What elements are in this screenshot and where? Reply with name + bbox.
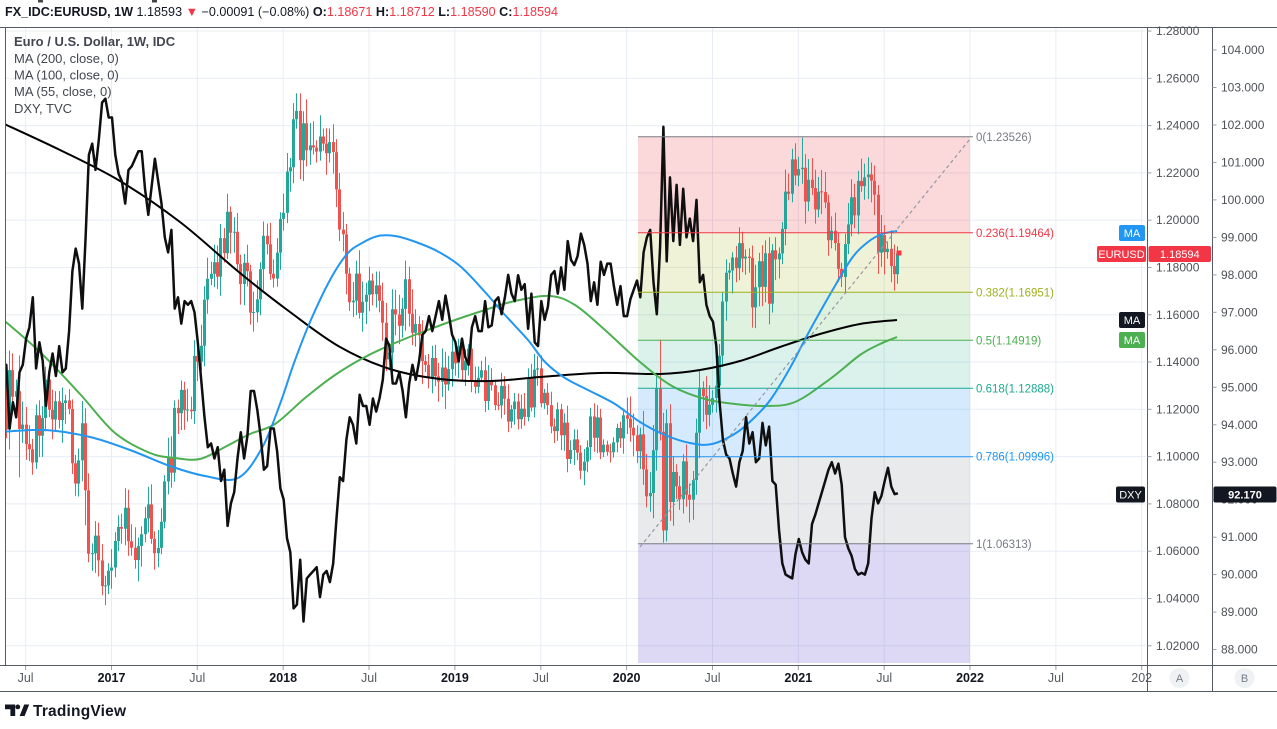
svg-text:DXY: DXY xyxy=(1119,490,1142,502)
svg-text:MA (100, close, 0): MA (100, close, 0) xyxy=(14,68,119,83)
svg-text:DXY, TVC: DXY, TVC xyxy=(14,101,72,116)
svg-text:1.18000: 1.18000 xyxy=(1156,261,1200,275)
svg-text:90.000: 90.000 xyxy=(1221,568,1258,582)
svg-text:1.10000: 1.10000 xyxy=(1156,450,1200,464)
svg-text:1.22000: 1.22000 xyxy=(1156,166,1200,180)
svg-text:93.000: 93.000 xyxy=(1221,455,1258,469)
svg-text:0.786(1.09996): 0.786(1.09996) xyxy=(976,452,1054,464)
svg-text:2017: 2017 xyxy=(98,671,126,685)
svg-text:2018: 2018 xyxy=(269,671,297,685)
svg-text:91.000: 91.000 xyxy=(1221,530,1258,544)
svg-text:1.08000: 1.08000 xyxy=(1156,497,1200,511)
svg-text:MA (200, close, 0): MA (200, close, 0) xyxy=(14,51,119,66)
svg-text:A: A xyxy=(1176,673,1184,685)
svg-text:1.02000: 1.02000 xyxy=(1156,639,1200,653)
svg-text:1.14000: 1.14000 xyxy=(1156,355,1200,369)
svg-text:1(1.06313): 1(1.06313) xyxy=(976,539,1032,551)
svg-text:1.28000: 1.28000 xyxy=(1156,24,1200,38)
svg-text:94.000: 94.000 xyxy=(1221,418,1258,432)
svg-text:99.000: 99.000 xyxy=(1221,230,1258,244)
svg-text:2019: 2019 xyxy=(441,671,469,685)
svg-text:Euro / U.S. Dollar, 1W, IDC: Euro / U.S. Dollar, 1W, IDC xyxy=(14,34,176,49)
svg-text:92.170: 92.170 xyxy=(1228,490,1262,502)
svg-text:0(1.23526): 0(1.23526) xyxy=(976,132,1032,144)
svg-text:TradingView: TradingView xyxy=(33,703,127,720)
svg-text:89.000: 89.000 xyxy=(1221,605,1258,619)
svg-text:100.000: 100.000 xyxy=(1221,193,1265,207)
svg-text:MA (55, close, 0): MA (55, close, 0) xyxy=(14,84,112,99)
svg-text:0.5(1.14919): 0.5(1.14919) xyxy=(976,335,1041,347)
svg-text:1.20000: 1.20000 xyxy=(1156,213,1200,227)
svg-text:2022: 2022 xyxy=(956,671,984,685)
svg-text:Jul: Jul xyxy=(189,671,205,685)
svg-text:202: 202 xyxy=(1131,671,1152,685)
svg-text:1.04000: 1.04000 xyxy=(1156,592,1200,606)
svg-text:88.000: 88.000 xyxy=(1221,643,1258,657)
svg-text:2021: 2021 xyxy=(784,671,812,685)
svg-text:Jul: Jul xyxy=(876,671,892,685)
svg-text:Jul: Jul xyxy=(705,671,721,685)
svg-text:0.236(1.19464): 0.236(1.19464) xyxy=(976,228,1054,240)
svg-text:102.000: 102.000 xyxy=(1221,118,1265,132)
svg-text:0.618(1.12888): 0.618(1.12888) xyxy=(976,383,1054,395)
svg-text:2020: 2020 xyxy=(613,671,641,685)
svg-text:Jul: Jul xyxy=(18,671,34,685)
svg-text:97.000: 97.000 xyxy=(1221,305,1258,319)
svg-text:104.000: 104.000 xyxy=(1221,43,1265,57)
svg-text:MA: MA xyxy=(1124,335,1141,347)
svg-text:1.16000: 1.16000 xyxy=(1156,308,1200,322)
svg-text:98.000: 98.000 xyxy=(1221,268,1258,282)
svg-text:1.06000: 1.06000 xyxy=(1156,544,1200,558)
svg-text:1.18594: 1.18594 xyxy=(1160,249,1200,261)
svg-text:101.000: 101.000 xyxy=(1221,155,1265,169)
svg-text:Jul: Jul xyxy=(533,671,549,685)
svg-text:96.000: 96.000 xyxy=(1221,343,1258,357)
svg-text:1.26000: 1.26000 xyxy=(1156,71,1200,85)
svg-text:B: B xyxy=(1241,673,1248,685)
svg-text:1.24000: 1.24000 xyxy=(1156,119,1200,133)
svg-text:1.12000: 1.12000 xyxy=(1156,402,1200,416)
svg-text:FX_IDC:EURUSD, 1W 1.18593 ▼ −: FX_IDC:EURUSD, 1W 1.18593 ▼ −0.00091 (−0… xyxy=(5,5,558,19)
svg-text:EURUSD: EURUSD xyxy=(1098,249,1145,261)
svg-text:MA: MA xyxy=(1124,315,1141,327)
svg-text:Jul: Jul xyxy=(1048,671,1064,685)
svg-text:Jul: Jul xyxy=(361,671,377,685)
svg-text:95.000: 95.000 xyxy=(1221,380,1258,394)
svg-text:MA: MA xyxy=(1124,228,1141,240)
svg-text:0.382(1.16951): 0.382(1.16951) xyxy=(976,287,1054,299)
svg-text:103.000: 103.000 xyxy=(1221,81,1265,95)
